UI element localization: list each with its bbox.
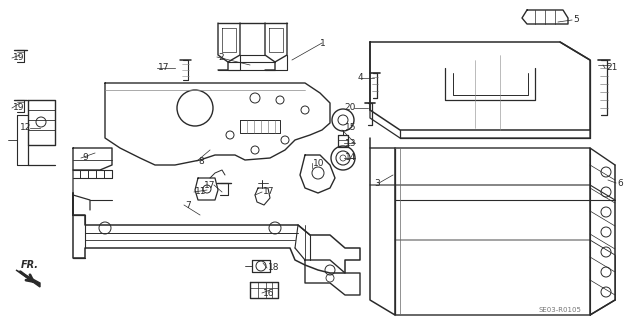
Text: 8: 8 (198, 157, 204, 166)
Text: 2: 2 (218, 53, 223, 62)
Text: 10: 10 (313, 159, 324, 167)
Text: 9: 9 (82, 153, 88, 162)
Text: 12: 12 (20, 123, 31, 132)
Text: 6: 6 (617, 179, 623, 188)
Text: 5: 5 (573, 16, 579, 25)
Text: 19: 19 (13, 54, 24, 63)
Text: 15: 15 (344, 123, 356, 132)
Text: 4: 4 (357, 73, 363, 83)
Text: SE03-R0105: SE03-R0105 (539, 307, 581, 313)
Text: FR.: FR. (21, 260, 39, 270)
Text: 20: 20 (344, 103, 356, 113)
Text: 7: 7 (185, 201, 191, 210)
Text: 18: 18 (268, 263, 280, 272)
Text: 21: 21 (606, 63, 618, 72)
Text: 16: 16 (263, 288, 275, 298)
Text: 11: 11 (195, 188, 207, 197)
Text: 17: 17 (204, 181, 215, 189)
Text: 19: 19 (13, 103, 24, 113)
Text: 17: 17 (263, 188, 275, 197)
Polygon shape (16, 270, 40, 287)
Text: 3: 3 (374, 179, 380, 188)
Text: 17: 17 (158, 63, 170, 72)
Text: 1: 1 (320, 39, 326, 48)
Text: 13: 13 (344, 138, 356, 147)
Text: 14: 14 (344, 153, 356, 162)
